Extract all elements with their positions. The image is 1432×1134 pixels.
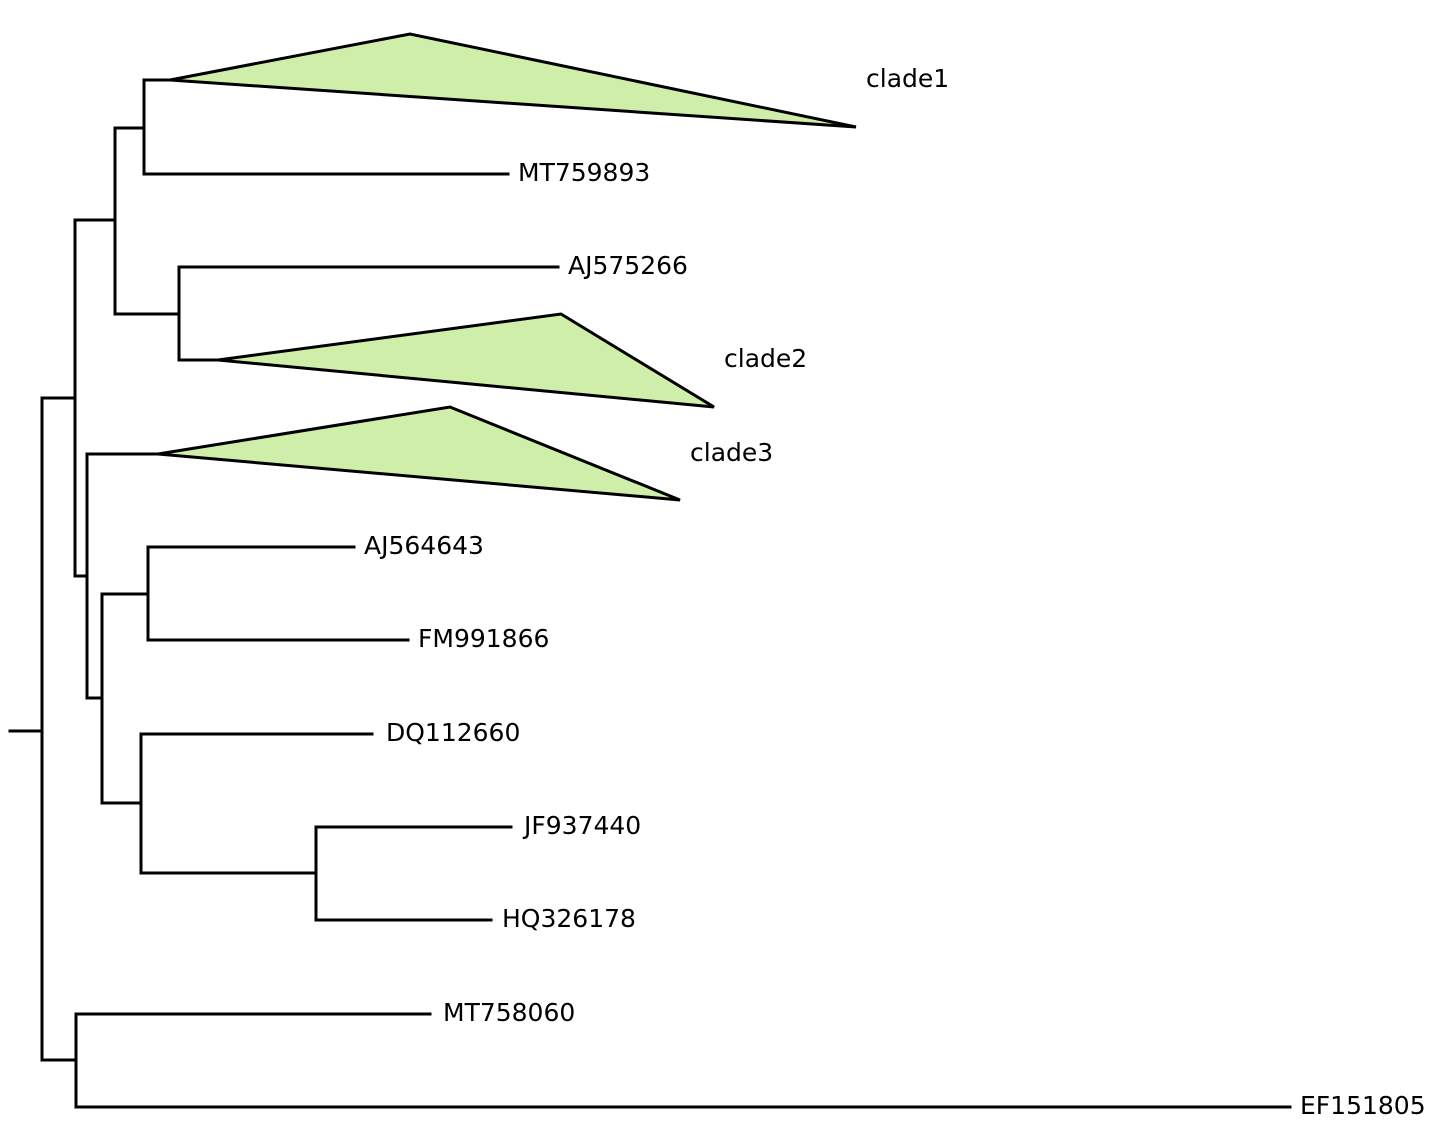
outgroup-branch: [40, 1012, 1292, 1109]
collapsed-clade-triangle[interactable]: [157, 405, 681, 502]
tip-label-dq112660[interactable]: DQ112660: [386, 718, 520, 747]
collapsed-clade-triangle[interactable]: [169, 32, 857, 129]
upper-group-branch: [73, 126, 117, 316]
root-branch: [8, 396, 44, 1062]
dq-group-branch: [100, 732, 513, 922]
tip-label-clade2[interactable]: clade2: [724, 344, 807, 373]
ingroup-branch: [40, 218, 77, 578]
lower-group-branch: [73, 452, 160, 805]
aj-fm-branch: [100, 545, 410, 642]
tip-label-fm991866[interactable]: FM991866: [418, 624, 549, 653]
clade2-parent-branch: [113, 265, 560, 362]
tip-label-hq326178[interactable]: HQ326178: [502, 904, 636, 933]
tip-label-ef151805[interactable]: EF151805: [1300, 1091, 1426, 1120]
tip-label-mt758060[interactable]: MT758060: [443, 998, 575, 1027]
tip-label-aj575266[interactable]: AJ575266: [568, 251, 688, 280]
tip-label-mt759893[interactable]: MT759893: [518, 158, 650, 187]
collapsed-clade-triangle[interactable]: [217, 312, 715, 409]
tip-label-jf937440[interactable]: JF937440: [522, 811, 641, 840]
tip-label-clade3[interactable]: clade3: [690, 438, 773, 467]
tip-label-aj564643[interactable]: AJ564643: [364, 531, 484, 560]
tip-label-clade1[interactable]: clade1: [866, 64, 949, 93]
clade1-parent-branch: [113, 78, 510, 176]
